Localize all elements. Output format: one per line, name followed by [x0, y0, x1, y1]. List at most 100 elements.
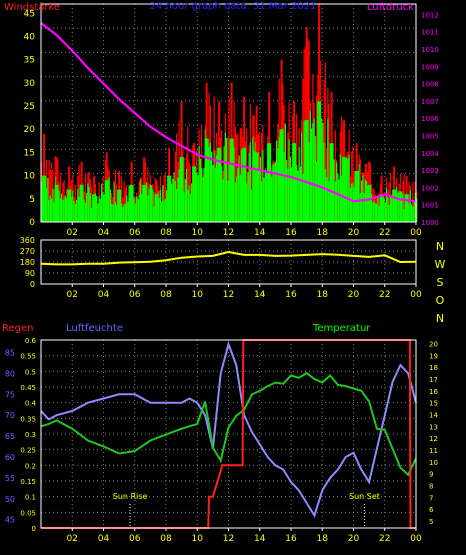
- wind-avg-fine-bar: [399, 191, 401, 222]
- wind-avg-fine-bar: [48, 200, 50, 222]
- wind-avg-bar: [229, 138, 234, 222]
- wind-avg-fine-bar: [59, 198, 61, 222]
- pressure-y-tick-label: 1007: [421, 98, 439, 106]
- wind-avg-fine-bar: [348, 154, 350, 222]
- temperature-line: [40, 371, 417, 477]
- wind-avg-fine-bar: [197, 175, 199, 222]
- wind-gust-fine-bar: [261, 132, 263, 222]
- wind-avg-fine-bar: [53, 202, 55, 222]
- rain-y-tick-label: 0.45: [20, 384, 36, 392]
- pressure-y-tick-label: 1008: [421, 81, 439, 89]
- wind-avg-fine-bar: [341, 175, 343, 222]
- pressure-y-tick-label: 1012: [421, 11, 439, 19]
- wind-avg-bar: [404, 194, 409, 222]
- wind-gust-fine-bar: [341, 116, 343, 222]
- wind-direction-line: [40, 250, 417, 266]
- wind-gust-fine-bar: [116, 184, 118, 222]
- wind-avg-fine-bar: [316, 161, 318, 222]
- wind-x-tick-label: 20: [348, 228, 360, 238]
- wind-avg-bar: [129, 184, 134, 222]
- wind-avg-fine-bar: [159, 189, 161, 222]
- wind-avg-fine-bar: [373, 200, 375, 222]
- wind-avg-fine-bar: [277, 148, 279, 222]
- wind-avg-fine-bar: [199, 158, 201, 222]
- wind-avg-fine-bar: [401, 191, 403, 222]
- temperature-y-tick-label: 10: [429, 459, 438, 467]
- climate-x-tick-label: 20: [348, 534, 360, 544]
- wind-avg-bar: [267, 143, 272, 222]
- temperature-axis-title: Temperatur: [312, 323, 371, 334]
- pressure-y-tick-label: 1009: [421, 63, 439, 71]
- wind-avg-fine-bar: [233, 147, 235, 222]
- wind-avg-fine-bar: [321, 118, 323, 222]
- wind-avg-fine-bar: [208, 146, 210, 222]
- pressure-y-tick-label: 1001: [421, 202, 439, 210]
- rain-y-tick-label: 0.5: [25, 368, 36, 376]
- humidity-y-tick-label: 65: [5, 432, 15, 441]
- pressure-y-tick-label: 1010: [421, 46, 439, 54]
- wind-avg-fine-bar: [296, 165, 298, 222]
- wind-avg-fine-bar: [164, 199, 166, 222]
- wind-avg-bar: [379, 194, 384, 222]
- wind-avg-fine-bar: [116, 204, 118, 222]
- wind-avg-fine-bar: [228, 164, 230, 222]
- wind-gust-fine-bar: [328, 104, 330, 222]
- direction-x-tick-label: 18: [317, 290, 329, 300]
- wind-avg-fine-bar: [311, 128, 313, 222]
- wind-avg-fine-bar: [148, 188, 150, 222]
- wind-avg-fine-bar: [128, 185, 130, 222]
- wind-avg-fine-bar: [89, 193, 91, 222]
- wind-avg-fine-bar: [139, 180, 141, 222]
- wind-avg-fine-bar: [114, 202, 116, 222]
- climate-x-tick-label: 12: [223, 534, 234, 544]
- wind-gust-fine-bar: [147, 167, 149, 222]
- rain-y-tick-label: 0.4: [25, 400, 37, 408]
- wind-avg-fine-bar: [203, 167, 205, 222]
- rain-y-tick-label: 0.3: [25, 431, 36, 439]
- rain-axis-title: Regen: [2, 323, 34, 334]
- wind-avg-bar: [104, 180, 109, 222]
- wind-avg-fine-bar: [49, 195, 51, 222]
- wind-avg-fine-bar: [198, 146, 200, 222]
- wind-avg-fine-bar: [96, 195, 98, 222]
- wind-avg-fine-bar: [147, 195, 149, 222]
- direction-y-tick-label: 0: [30, 280, 35, 289]
- wind-avg-fine-bar: [353, 187, 355, 222]
- wind-avg-bar: [342, 157, 347, 222]
- wind-avg-fine-bar: [386, 187, 388, 222]
- climate-x-tick-label: 14: [254, 534, 266, 544]
- wind-avg-fine-bar: [109, 189, 111, 222]
- wind-avg-fine-bar: [397, 192, 399, 222]
- wind-avg-fine-bar: [278, 136, 280, 222]
- wind-avg-fine-bar: [99, 198, 101, 222]
- humidity-y-tick-label: 60: [5, 453, 15, 462]
- wind-avg-bar: [317, 101, 322, 222]
- wind-y-tick-label: 5: [29, 195, 35, 205]
- temperature-y-tick-label: 19: [429, 352, 438, 360]
- wind-gust-fine-bar: [164, 172, 166, 222]
- wind-x-tick-label: 18: [317, 228, 329, 238]
- wind-avg-fine-bar: [137, 198, 139, 222]
- wind-avg-fine-bar: [284, 123, 286, 222]
- wind-avg-fine-bar: [286, 160, 288, 222]
- pressure-y-tick-label: 1000: [421, 219, 439, 227]
- wind-avg-fine-bar: [133, 197, 135, 222]
- wind-avg-fine-bar: [363, 192, 365, 222]
- wind-gust-fine-bar: [176, 133, 178, 222]
- wind-avg-fine-bar: [271, 176, 273, 222]
- compass-letter: N: [436, 312, 444, 325]
- humidity-y-tick-label: 45: [5, 516, 15, 525]
- temperature-y-tick-label: 5: [429, 518, 433, 526]
- wind-gust-fine-bar: [334, 130, 336, 222]
- wind-avg-fine-bar: [258, 170, 260, 222]
- wind-avg-fine-bar: [146, 182, 148, 222]
- wind-avg-fine-bar: [298, 147, 300, 222]
- wind-avg-fine-bar: [223, 146, 225, 222]
- wind-avg-fine-bar: [326, 177, 328, 222]
- climate-x-tick-label: 06: [129, 534, 141, 544]
- wind-avg-fine-bar: [64, 195, 66, 222]
- wind-avg-fine-bar: [249, 142, 251, 222]
- humidity-axis-title: Luftfeuchte: [66, 323, 123, 334]
- direction-x-tick-label: 02: [67, 290, 78, 300]
- wind-gust-fine-bar: [246, 128, 248, 222]
